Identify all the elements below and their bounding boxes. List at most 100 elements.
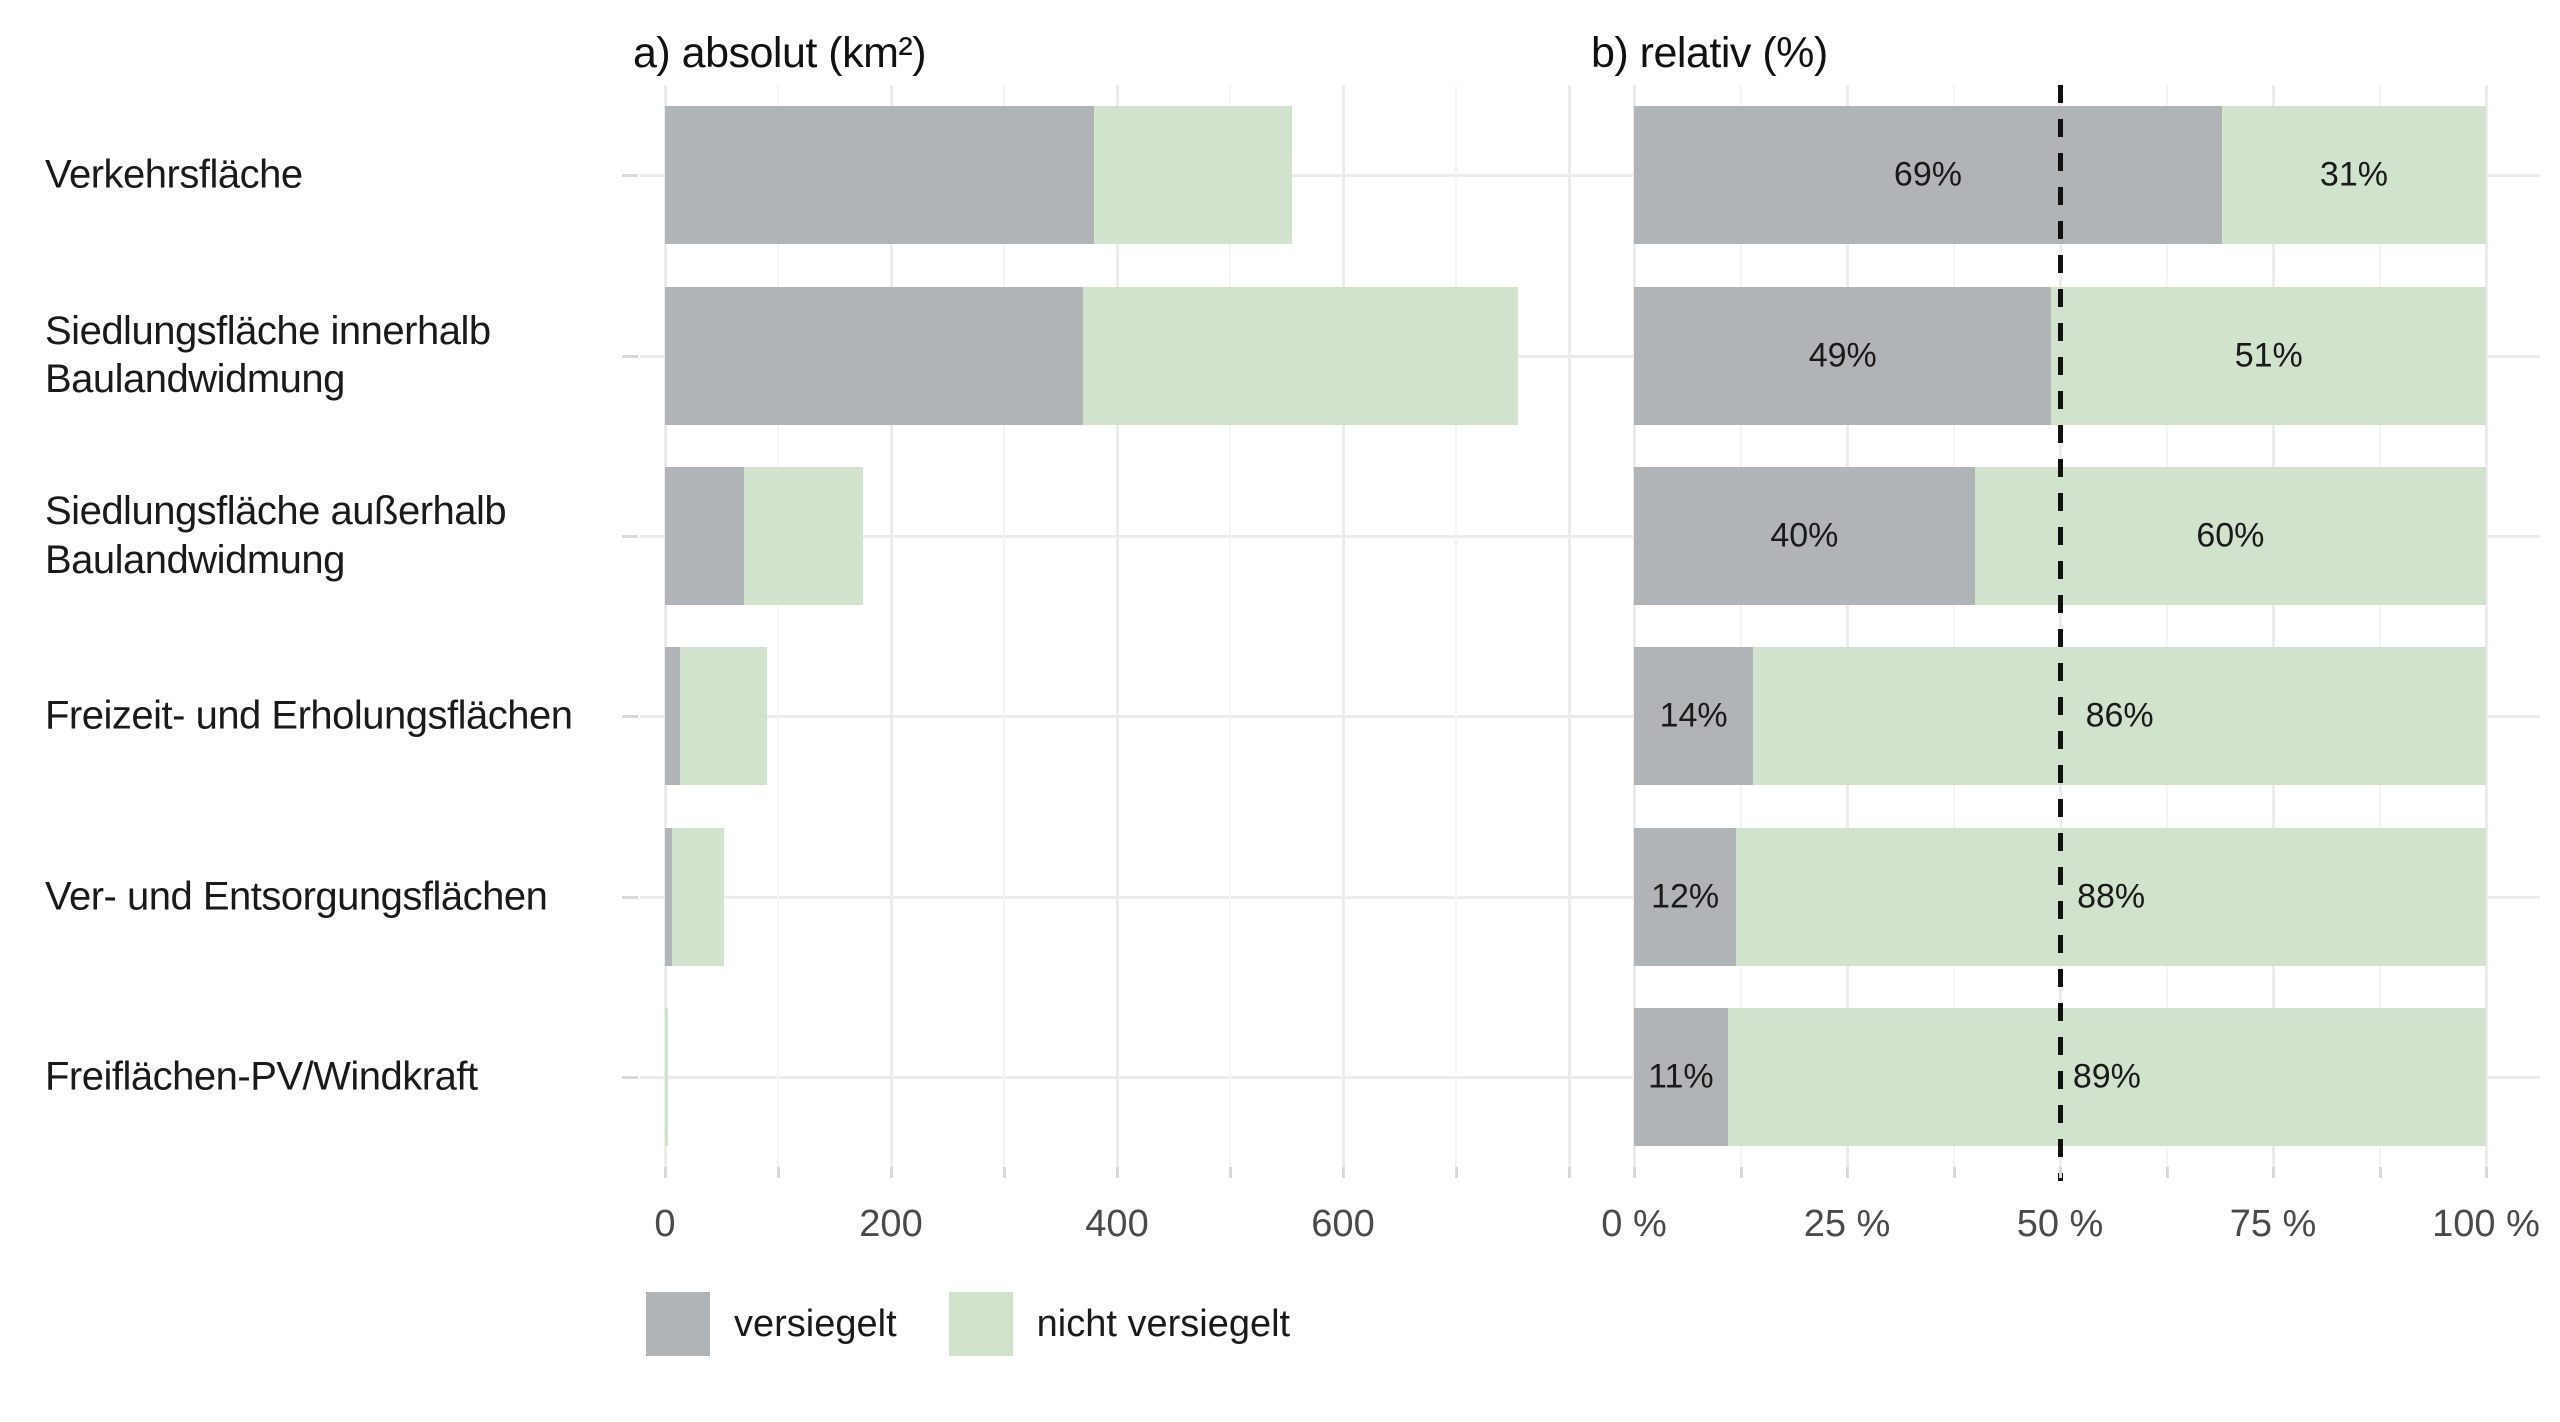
x-axis-tick	[1568, 1167, 1571, 1178]
y-axis-tick	[622, 715, 638, 719]
bar-segment-nicht-versiegelt	[671, 827, 724, 966]
gridline-major	[1633, 85, 1636, 1167]
x-axis-tick-label: 0 %	[1601, 1203, 1667, 1245]
bar-segment-versiegelt	[665, 466, 745, 605]
bar-segment-nicht-versiegelt	[1083, 286, 1519, 425]
legend-label: nicht versiegelt	[1036, 1302, 1291, 1345]
gridline-minor	[777, 85, 779, 1167]
panel-title-relative: b) relativ (%)	[1591, 29, 1828, 77]
reference-line-50-percent	[2058, 85, 2063, 1181]
x-axis-tick-label: 200	[859, 1203, 923, 1245]
gridline-minor	[1952, 85, 1955, 1167]
x-axis-tick	[2485, 1167, 2488, 1178]
x-axis-tick-label: 25 %	[1803, 1203, 1891, 1245]
y-axis-tick	[622, 895, 638, 899]
bar-segment-versiegelt	[665, 106, 1095, 245]
bar-segment-nicht-versiegelt	[744, 466, 863, 605]
bar-label-versiegelt: 12%	[1651, 877, 1720, 915]
gridline-major	[2485, 85, 2488, 1167]
bar-segment-nicht-versiegelt	[1094, 106, 1293, 245]
x-axis-tick	[1342, 1167, 1345, 1178]
x-axis-tick	[1739, 1167, 1743, 1178]
x-axis-tick-label: 400	[1085, 1203, 1149, 1245]
gridline-minor	[1739, 85, 1742, 1167]
x-axis-tick-label: 0	[654, 1203, 676, 1245]
category-label: Verkehrsfläche	[45, 152, 303, 197]
bar-segment-nicht-versiegelt	[1753, 647, 2486, 786]
x-axis-tick	[1003, 1167, 1006, 1178]
x-axis-tick	[1116, 1167, 1119, 1178]
bar-segment-versiegelt	[665, 286, 1084, 425]
bar-label-versiegelt: 14%	[1659, 696, 1728, 735]
x-axis-tick	[890, 1167, 893, 1178]
legend-item: nicht versiegelt	[948, 1292, 1291, 1356]
category-label: Ver- und Entsorgungsflächen	[45, 874, 548, 919]
gridline-major	[890, 85, 893, 1167]
bar-label-nicht-versiegelt: 88%	[2077, 877, 2146, 915]
bar-segment-versiegelt	[1634, 647, 1754, 786]
gridline-minor	[2165, 85, 2168, 1167]
bar-label-versiegelt: 40%	[1770, 516, 1839, 555]
bar-label-nicht-versiegelt: 60%	[2196, 516, 2265, 555]
gridline-major	[1342, 85, 1345, 1167]
bar-label-nicht-versiegelt: 89%	[2072, 1057, 2141, 1096]
bar-label-nicht-versiegelt: 86%	[2085, 696, 2154, 735]
category-label: Freiflächen-PV/Windkraft	[45, 1054, 478, 1099]
x-axis-tick-label: 600	[1311, 1203, 1375, 1245]
bar-segment-nicht-versiegelt	[679, 647, 767, 786]
x-axis-tick-label: 75 %	[2229, 1203, 2317, 1245]
gridline-major	[1116, 85, 1119, 1167]
bar-segment-nicht-versiegelt	[1727, 1007, 2486, 1146]
x-axis-tick	[2378, 1167, 2382, 1178]
gridline-major	[2272, 85, 2275, 1167]
bar-segment-nicht-versiegelt	[2051, 286, 2486, 425]
panel-relative: 69% 31% 49% 51% 40% 60% 14% 86% 12% 88% 11% 89%	[1592, 85, 2540, 1181]
y-axis-tick	[622, 354, 638, 358]
x-axis-tick	[2165, 1167, 2169, 1178]
legend-swatch	[948, 1292, 1013, 1356]
x-axis-tick	[1633, 1167, 1636, 1178]
y-axis-tick	[622, 174, 638, 178]
bar-segment-nicht-versiegelt	[1736, 827, 2486, 966]
bar-segment-versiegelt	[1634, 106, 2222, 245]
bar-segment-versiegelt	[665, 647, 680, 786]
gridline-major	[664, 85, 667, 1167]
bar-label-nicht-versiegelt: 31%	[2319, 155, 2388, 194]
x-axis-tick	[1455, 1167, 1458, 1178]
bar-segment-nicht-versiegelt	[2221, 106, 2486, 245]
panel-absolute	[640, 85, 1595, 1167]
x-axis-tick	[2059, 1167, 2062, 1178]
legend-item: versiegelt	[646, 1292, 897, 1356]
category-label: Siedlungsfläche außerhalb Baulandwidmung	[45, 489, 507, 582]
legend-label: versiegelt	[734, 1302, 897, 1345]
bar-label-versiegelt: 49%	[1808, 336, 1877, 374]
x-axis-tick	[2272, 1167, 2275, 1178]
bar-label-versiegelt: 69%	[1893, 155, 1962, 194]
legend: versiegelt nicht versiegelt	[646, 1292, 1290, 1356]
x-axis-tick-label: 100 %	[2432, 1203, 2540, 1245]
y-axis-tick	[622, 1075, 638, 1079]
gridline-major	[1846, 85, 1849, 1167]
x-axis-tick	[1846, 1167, 1849, 1178]
bar-segment-versiegelt	[1634, 286, 2052, 425]
category-label: Freizeit- und Erholungsflächen	[45, 693, 573, 738]
bar-segment-nicht-versiegelt	[665, 1007, 669, 1146]
panel-title-absolute: a) absolut (km²)	[633, 29, 927, 77]
gridline-major	[1568, 85, 1571, 1167]
gridline-minor	[1455, 85, 1457, 1167]
bar-segment-versiegelt	[1634, 827, 1737, 966]
legend-swatch	[646, 1292, 710, 1356]
category-label: Siedlungsfläche innerhalb Baulandwidmung	[45, 308, 491, 402]
gridline-minor	[1229, 85, 1231, 1167]
x-axis-tick	[664, 1167, 667, 1178]
x-axis-tick	[1952, 1167, 1956, 1178]
x-axis-tick	[777, 1167, 780, 1178]
bar-label-nicht-versiegelt: 51%	[2234, 336, 2303, 374]
bar-segment-versiegelt	[665, 827, 672, 966]
gridline-minor	[1003, 85, 1005, 1167]
bar-label-versiegelt: 11%	[1648, 1057, 1714, 1096]
x-axis-tick	[1229, 1167, 1232, 1178]
bar-segment-versiegelt	[1634, 466, 1975, 605]
x-axis-tick-label: 50 %	[2016, 1203, 2104, 1245]
